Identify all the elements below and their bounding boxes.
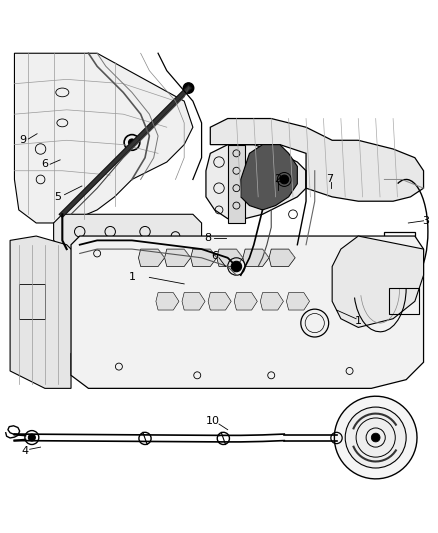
Polygon shape: [206, 144, 306, 219]
Polygon shape: [260, 293, 283, 310]
Text: 3: 3: [422, 216, 429, 226]
Polygon shape: [228, 144, 245, 223]
Polygon shape: [217, 249, 243, 266]
Polygon shape: [165, 249, 191, 266]
Text: 1: 1: [355, 316, 362, 326]
Text: 5: 5: [54, 192, 61, 202]
Polygon shape: [286, 293, 310, 310]
Polygon shape: [10, 236, 80, 389]
Polygon shape: [332, 236, 424, 327]
Text: 7: 7: [326, 174, 334, 184]
Circle shape: [345, 407, 406, 468]
Polygon shape: [241, 144, 297, 210]
Polygon shape: [191, 249, 217, 266]
Circle shape: [280, 175, 289, 184]
Circle shape: [184, 83, 194, 93]
Polygon shape: [182, 293, 205, 310]
Polygon shape: [53, 214, 201, 249]
Polygon shape: [14, 53, 193, 223]
Polygon shape: [334, 396, 417, 479]
Text: 6: 6: [211, 251, 218, 261]
Circle shape: [28, 434, 35, 441]
Polygon shape: [269, 249, 295, 266]
Text: 9: 9: [20, 135, 27, 146]
Text: 1: 1: [128, 272, 135, 282]
Text: 10: 10: [205, 416, 219, 426]
Text: 2: 2: [274, 174, 281, 184]
Polygon shape: [243, 249, 269, 266]
Polygon shape: [210, 118, 424, 201]
Polygon shape: [156, 293, 179, 310]
Polygon shape: [138, 249, 165, 266]
Polygon shape: [234, 293, 257, 310]
Polygon shape: [71, 236, 424, 389]
Circle shape: [231, 261, 242, 272]
Circle shape: [371, 433, 380, 442]
Text: 8: 8: [205, 233, 212, 243]
Text: 6: 6: [42, 159, 49, 169]
Text: 4: 4: [22, 447, 29, 456]
Circle shape: [128, 139, 135, 146]
Polygon shape: [208, 293, 231, 310]
